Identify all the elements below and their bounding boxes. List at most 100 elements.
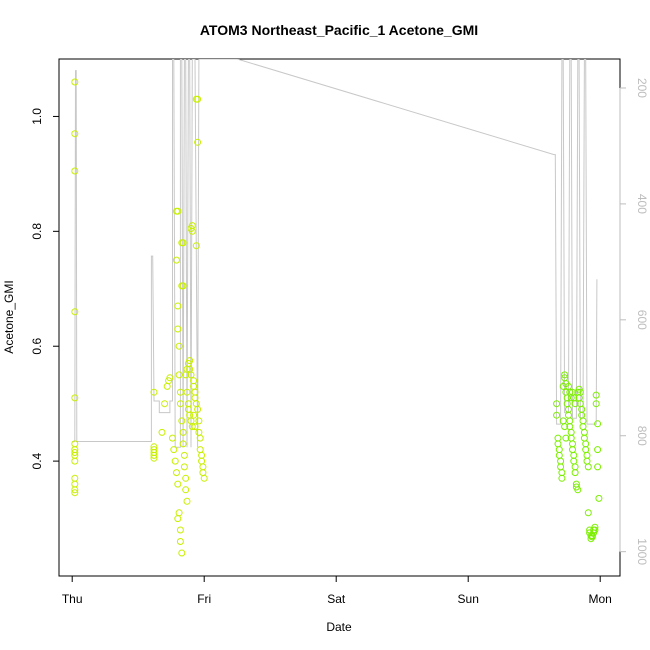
data-point: [199, 469, 207, 477]
data-point: [571, 469, 579, 477]
data-point: [179, 428, 187, 436]
data-point: [561, 423, 569, 431]
x-tick-label: Sat: [327, 592, 346, 606]
y-axis-label: Acetone_GMI: [2, 280, 16, 353]
data-point: [198, 457, 206, 465]
data-point: [582, 446, 590, 454]
data-point: [566, 417, 574, 425]
data-point: [592, 391, 600, 399]
data-point: [176, 400, 184, 408]
y-tick-label: 1.0: [30, 108, 44, 125]
data-point: [179, 440, 187, 448]
data-point: [71, 130, 79, 138]
data-point: [569, 440, 576, 448]
data-point: [150, 454, 158, 462]
data-point: [594, 446, 602, 454]
data-point: [557, 463, 565, 471]
data-point: [198, 451, 206, 459]
data-point: [179, 282, 187, 290]
data-point: [71, 480, 79, 488]
data-point: [179, 239, 187, 247]
data-point: [192, 400, 200, 408]
data-point: [176, 388, 184, 396]
data-point: [570, 457, 578, 465]
data-point: [194, 138, 202, 146]
data-point: [583, 457, 591, 465]
y2-tick-label: 1000: [635, 538, 649, 565]
data-point: [594, 463, 602, 471]
data-point: [195, 428, 203, 436]
data-point: [71, 449, 79, 456]
data-point: [562, 434, 570, 442]
data-point: [171, 457, 179, 465]
data-point: [591, 526, 599, 534]
data-point: [175, 342, 183, 350]
data-point: [570, 451, 578, 459]
data-point: [188, 222, 196, 230]
data-point: [166, 374, 174, 382]
data-point: [174, 207, 182, 215]
x-tick-label: Mon: [589, 592, 612, 606]
data-point: [580, 434, 588, 442]
data-point: [173, 469, 180, 477]
data-point: [194, 405, 202, 413]
data-point: [595, 494, 603, 502]
data-point: [583, 451, 591, 459]
data-point: [175, 509, 183, 517]
chart-title: ATOM3 Northeast_Pacific_1 Acetone_GMI: [200, 22, 478, 38]
x-tick-label: Fri: [197, 592, 211, 606]
data-point: [554, 440, 562, 448]
data-point: [71, 474, 79, 482]
data-point: [169, 434, 176, 442]
data-point: [184, 400, 192, 408]
data-point: [196, 446, 204, 454]
data-point: [173, 256, 180, 264]
data-point: [71, 457, 79, 465]
data-point: [150, 451, 158, 459]
data-point: [182, 371, 190, 379]
data-point: [186, 357, 194, 365]
data-point: [554, 434, 562, 442]
data-point: [175, 371, 183, 379]
data-point: [182, 474, 190, 482]
data-point: [71, 486, 79, 494]
y2-tick-label: 400: [635, 194, 649, 214]
data-point: [584, 463, 592, 471]
x-tick-label: Sun: [458, 592, 479, 606]
data-point: [584, 509, 592, 517]
data-point: [571, 463, 579, 471]
data-point: [591, 523, 599, 531]
data-point: [174, 302, 182, 310]
data-point: [176, 538, 184, 545]
data-point: [199, 463, 207, 471]
y-tick-label: 0.6: [30, 338, 44, 355]
data-point: [555, 451, 563, 459]
x-axis-label: Date: [326, 620, 352, 634]
data-point: [71, 78, 79, 86]
data-point: [194, 95, 202, 103]
data-point: [582, 440, 590, 448]
plot-area-box: [58, 58, 621, 577]
y2-tick-label: 200: [635, 78, 649, 98]
data-point: [180, 451, 188, 459]
data-point: [178, 417, 186, 425]
data-point: [71, 308, 79, 316]
data-point: [576, 388, 584, 396]
data-point: [158, 428, 166, 436]
y-tick-label: 0.4: [30, 452, 44, 469]
x-tick-label: Thu: [62, 592, 83, 606]
data-point: [558, 474, 566, 482]
data-point: [567, 428, 575, 436]
pressure-line-0: [72, 59, 598, 448]
data-point: [561, 371, 569, 379]
data-point: [176, 526, 184, 534]
data-point: [180, 463, 188, 471]
data-point: [163, 382, 171, 390]
pressure-series-layer: [72, 59, 598, 448]
data-point: [558, 469, 566, 477]
data-point: [571, 400, 579, 408]
data-point: [190, 411, 198, 419]
data-point: [183, 388, 191, 396]
y2-tick-label: 600: [635, 310, 649, 330]
data-point: [174, 480, 182, 488]
